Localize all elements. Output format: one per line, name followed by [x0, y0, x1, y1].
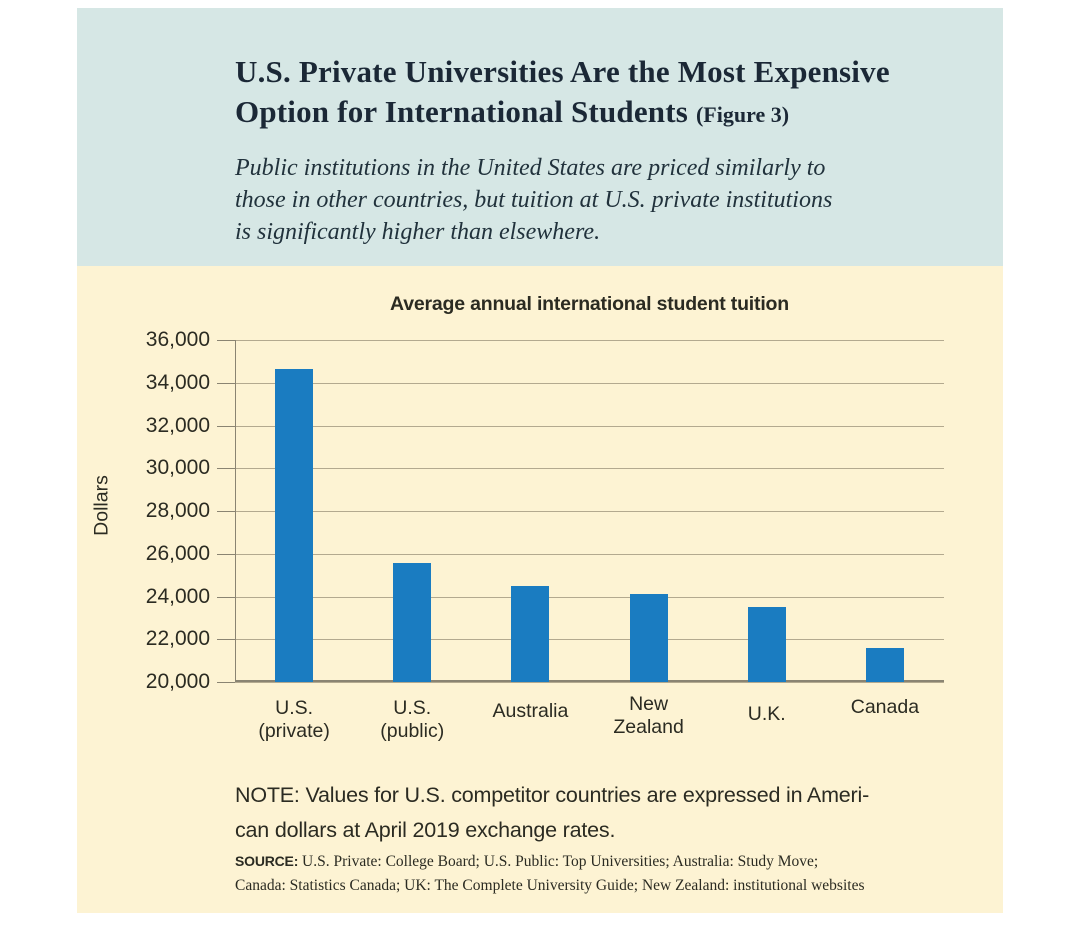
chart-title: Average annual international student tui… [390, 293, 789, 315]
gridline [235, 468, 944, 470]
figure-title: U.S. Private Universities Are the Most E… [235, 52, 890, 135]
bar-canada [865, 647, 904, 682]
bar-australia [511, 585, 550, 682]
y-tick [217, 639, 235, 641]
gridline [235, 553, 944, 555]
y-tick-label: 28,000 [145, 499, 210, 522]
source-line2: Canada: Statistics Canada; UK: The Compl… [235, 877, 865, 894]
y-tick-label: 24,000 [145, 584, 210, 608]
figure-number: (Figure 3) [695, 102, 790, 127]
note-line1: NOTE: Values for U.S. competitor countri… [235, 783, 870, 807]
gridline [235, 511, 944, 512]
x-tick-label: U.S. (public) [380, 697, 445, 742]
subtitle-line2: those in other countries, but tuition at… [235, 187, 833, 213]
figure-panel: U.S. Private Universities Are the Most E… [77, 8, 1003, 913]
chart-section: Average annual international student tui… [77, 266, 1003, 913]
x-tick-label: U.K. [747, 703, 786, 725]
y-tick [217, 425, 235, 427]
y-tick-label: 30,000 [145, 456, 210, 480]
y-tick [217, 682, 235, 683]
y-tick-label: 20,000 [145, 670, 210, 693]
y-tick [217, 553, 235, 555]
y-axis-line [235, 340, 236, 682]
bar-u-s-public [393, 563, 432, 682]
figure-title-line1: U.S. Private Universities Are the Most E… [235, 54, 890, 89]
subtitle-line1: Public institutions in the United States… [235, 155, 826, 181]
y-tick [217, 382, 235, 384]
x-tick-label: U.S. (private) [258, 697, 330, 742]
y-tick [217, 340, 235, 341]
y-tick-label: 26,000 [145, 541, 210, 565]
bar-new-zealand [629, 594, 668, 682]
gridline [235, 340, 944, 341]
figure-subtitle: Public institutions in the United States… [235, 152, 832, 248]
y-tick [217, 511, 235, 512]
gridline [235, 382, 944, 384]
x-tick-label: New Zealand [613, 693, 684, 738]
gridline [235, 639, 944, 641]
source-label: SOURCE: [235, 853, 299, 869]
note-line2: can dollars at April 2019 exchange rates… [235, 818, 616, 842]
source-text: SOURCE: U.S. Private: College Board; U.S… [235, 849, 975, 898]
y-axis-labels: 36,000 34,000 32,000 30,000 28,000 26,000 24,0… [77, 328, 210, 693]
y-tick [217, 468, 235, 470]
x-tick-label: Canada [850, 696, 920, 718]
figure-title-line2: Option for International Students [235, 94, 689, 129]
bar-u-k [747, 607, 786, 682]
x-tick-label: Australia [492, 700, 569, 722]
x-axis-line [235, 680, 944, 682]
y-tick-label: 36,000 [145, 328, 210, 351]
y-tick-label: 22,000 [145, 627, 210, 651]
gridline [235, 596, 944, 598]
y-tick-label: 34,000 [145, 370, 210, 394]
bar-u-s-private [275, 368, 314, 682]
source-line1: U.S. Private: College Board; U.S. Public… [298, 853, 819, 870]
gridline [235, 425, 944, 427]
y-tick-label: 32,000 [145, 413, 210, 437]
y-tick [217, 596, 235, 598]
figure-header: U.S. Private Universities Are the Most E… [77, 8, 1003, 266]
gridline [235, 682, 944, 683]
plot-area [217, 340, 944, 683]
note-text: NOTE: Values for U.S. competitor countri… [235, 778, 955, 848]
subtitle-line3: is significantly higher than elsewhere. [235, 219, 601, 245]
x-axis-labels: U.S. (private) U.S. (public) Australia New Zea… [235, 693, 944, 749]
